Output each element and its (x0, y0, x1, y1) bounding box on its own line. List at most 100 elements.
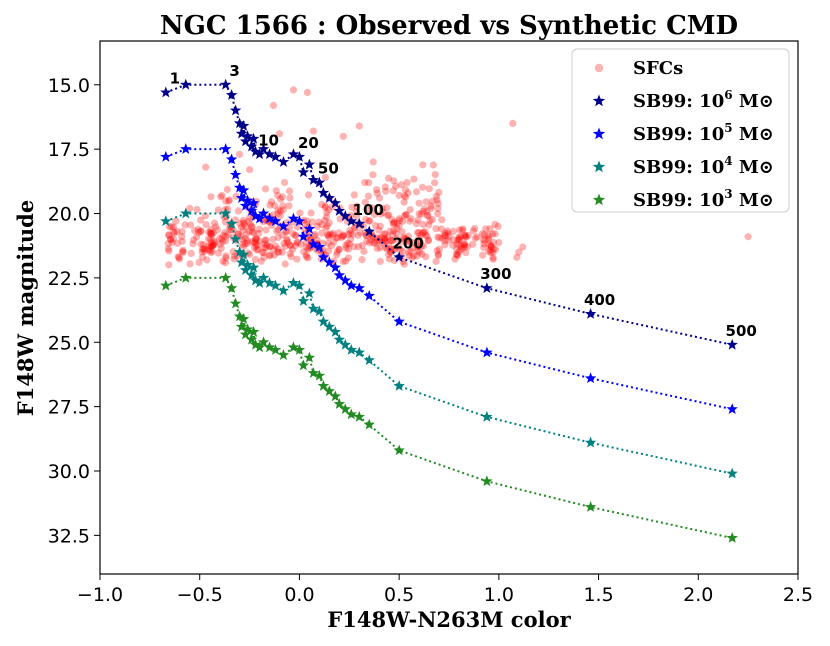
series-star-marker (180, 143, 192, 154)
series-star-marker (333, 333, 346, 345)
sfc-point (244, 239, 252, 247)
sfc-point (286, 194, 294, 202)
sfc-point (234, 207, 243, 215)
sfc-point (309, 127, 317, 135)
sfc-point (362, 215, 370, 223)
sfc-point (426, 217, 434, 225)
sfc-point (333, 248, 341, 256)
sfc-point (414, 216, 422, 224)
sfc-point (486, 225, 494, 233)
sfc-point (433, 196, 441, 204)
sfc-point (440, 231, 448, 239)
sfc-point (432, 225, 440, 233)
sfc-point (744, 233, 752, 241)
sfc-point (276, 195, 284, 203)
sfc-point (434, 233, 442, 241)
sfc-point (495, 239, 503, 247)
sfc-point (455, 235, 463, 243)
sfc-point (209, 229, 217, 237)
sfc-point (455, 248, 463, 256)
sfc-point (236, 220, 244, 228)
sfc-point (434, 250, 443, 258)
sfc-point (460, 241, 468, 249)
sfc-point (395, 215, 403, 223)
sfc-point (369, 171, 377, 179)
series-star-marker (481, 475, 493, 487)
sfc-point (352, 208, 360, 216)
sfc-point (194, 225, 202, 234)
sfc-point (416, 248, 424, 256)
sfc-point (325, 206, 333, 214)
sfc-point (193, 233, 201, 241)
series-star-marker (339, 403, 351, 415)
sfc-point (219, 238, 227, 246)
sfc-point (229, 248, 237, 256)
sfc-point (169, 235, 178, 243)
sfc-point (173, 227, 181, 235)
age-label: 1 (170, 69, 180, 87)
sfc-point (289, 86, 297, 94)
sfc-point (345, 230, 353, 238)
series-star-marker (239, 135, 252, 147)
sfc-point (392, 229, 400, 237)
series-sb99-1e3 (160, 271, 738, 543)
series-star-marker (329, 197, 342, 209)
sfc-point (444, 236, 452, 244)
sfc-point (271, 201, 279, 210)
sfc-point (208, 231, 216, 239)
sfc-point (376, 257, 384, 265)
sfc-point (260, 253, 268, 261)
sfc-point (308, 218, 316, 226)
series-star-marker (287, 148, 300, 160)
sfc-point (262, 243, 270, 251)
sfc-point (221, 218, 229, 226)
sfc-point (444, 229, 452, 238)
series-star-marker (323, 192, 336, 203)
sfc-point (274, 226, 282, 234)
series-star-marker (329, 390, 342, 402)
series-star-marker (297, 359, 310, 371)
sfc-point (453, 245, 461, 253)
sfc-point (230, 255, 238, 263)
x-tick-label: 0.0 (284, 584, 314, 606)
series-star-marker (353, 282, 365, 294)
sfc-point (167, 235, 175, 243)
series-star-marker (293, 215, 306, 227)
sfc-point (469, 227, 477, 235)
series-star-marker (313, 176, 326, 188)
sfc-point (347, 229, 355, 237)
sfc-point (464, 231, 472, 239)
sfc-point (324, 231, 332, 239)
sfc-point (207, 193, 215, 201)
sfc-point (324, 247, 333, 255)
sfc-point (206, 229, 214, 237)
legend: SFCs SB99: 106 M⊙ SB99: 105 M⊙ SB99: 104 M⊙… (571, 48, 790, 213)
sfc-point (363, 237, 371, 245)
sfc-point (222, 232, 230, 240)
sfc-point (202, 221, 210, 229)
sfc-point (255, 237, 264, 245)
sfc-point (245, 217, 253, 226)
sfc-point (395, 216, 404, 225)
sfc-point (491, 230, 499, 238)
sfc-point (275, 248, 283, 256)
series-star-marker (307, 238, 320, 250)
sfc-point (175, 255, 184, 263)
sfc-point (412, 220, 421, 228)
sfc-point (173, 239, 182, 247)
series-star-marker (584, 307, 597, 319)
sfc-point (222, 237, 230, 245)
sfc-point (389, 219, 397, 227)
legend-entry: SB99: 105 M⊙ (592, 121, 774, 145)
sfc-point (279, 202, 287, 210)
x-tick-label: 1.0 (484, 584, 514, 606)
x-tick-label: 0.5 (384, 584, 414, 606)
sfc-point (207, 242, 215, 250)
sfc-point (206, 247, 214, 255)
sfc-point (293, 239, 301, 247)
sfc-point (243, 237, 251, 245)
sfc-point (485, 247, 493, 256)
sfc-point (248, 238, 256, 246)
sfc-point (250, 244, 258, 252)
